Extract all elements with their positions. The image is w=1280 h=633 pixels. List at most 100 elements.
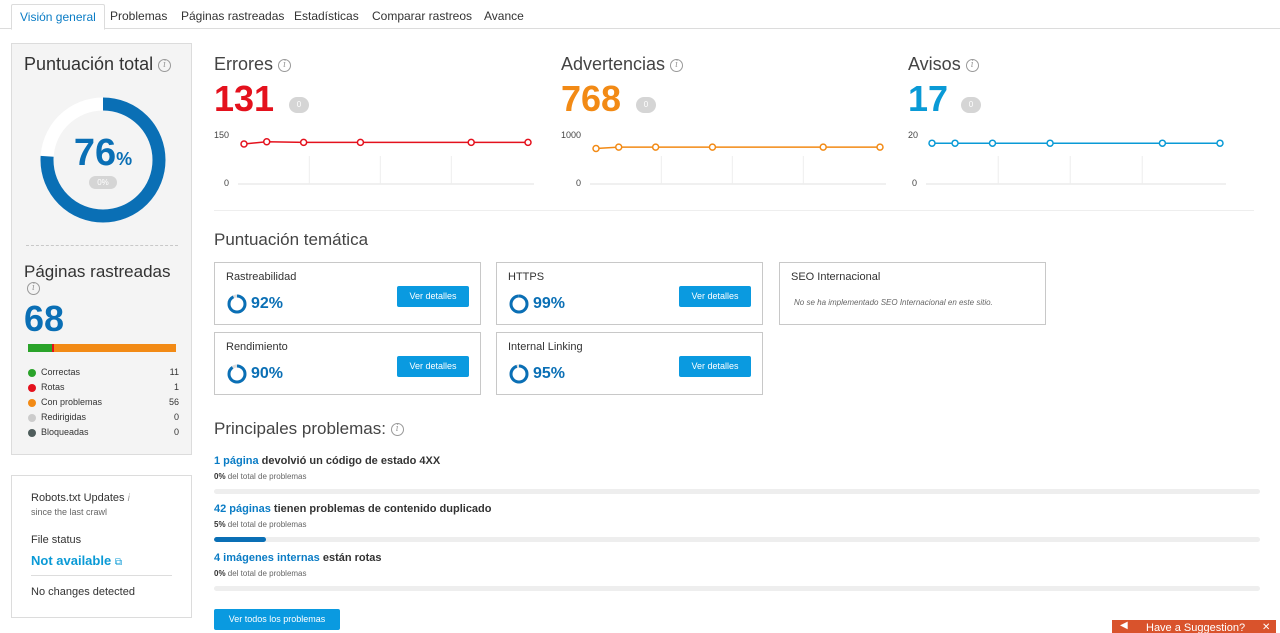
suggestion-tab[interactable]: ◀ Have a Suggestion? ✕ — [1112, 620, 1276, 633]
tab-overview[interactable]: Visión general — [11, 4, 105, 30]
score-ring-arc — [227, 294, 247, 314]
info-icon[interactable]: i — [158, 58, 172, 72]
issue-link[interactable]: 4 imágenes internas — [214, 552, 320, 564]
issue-link[interactable]: 1 página — [214, 455, 259, 467]
data-point[interactable] — [708, 143, 717, 151]
card-crawlability: Rastreabilidad 92% Ver detalles — [214, 262, 481, 325]
crawled-pages-bar — [28, 344, 176, 352]
suggestion-label[interactable]: Have a Suggestion? — [1146, 622, 1246, 633]
data-point[interactable] — [1046, 139, 1054, 147]
data-point[interactable] — [592, 144, 600, 153]
data-point[interactable] — [1216, 139, 1224, 147]
crawled-pages-count: 68 — [24, 298, 65, 339]
metric-value[interactable]: 131 — [214, 78, 275, 119]
total-score-title: Puntuación total i — [24, 54, 172, 75]
data-point[interactable] — [1158, 139, 1167, 147]
issue-share: 5% del total de problemas — [214, 520, 307, 529]
issue-row: 4 imágenes internas están rotas — [214, 552, 382, 564]
info-icon[interactable]: i — [278, 58, 292, 72]
status-dot — [28, 399, 36, 407]
view-details-button[interactable]: Ver detalles — [679, 286, 751, 307]
legend-correct: Correctas 11 — [27, 366, 179, 380]
warnings-trend-chart — [590, 143, 886, 185]
data-point[interactable] — [262, 138, 271, 146]
issue-link[interactable]: 42 páginas — [214, 503, 271, 515]
view-details-button[interactable]: Ver detalles — [679, 356, 751, 377]
external-link-icon[interactable]: ⧉ — [114, 557, 122, 568]
data-point[interactable] — [356, 138, 365, 147]
metric-delta-badge: 0 — [636, 97, 656, 113]
info-icon[interactable]: i — [27, 282, 40, 295]
score-ring-arc — [509, 364, 529, 384]
total-score-value: 76% — [73, 132, 133, 174]
issue-progress-fill — [214, 537, 267, 542]
card-score: 95% — [509, 364, 565, 384]
info-icon[interactable]: i — [390, 423, 404, 437]
card-title: Rastreabilidad — [226, 271, 297, 283]
close-icon[interactable]: ✕ — [1262, 622, 1271, 633]
card-note: No se ha implementado SEO Internacional … — [794, 298, 993, 307]
score-ring-icon — [509, 294, 529, 314]
data-point[interactable] — [614, 143, 623, 151]
top-issues-title: Principales problemas: i — [214, 419, 404, 439]
robots-changes: No changes detected — [31, 586, 135, 598]
issue-row: 42 páginas tienen problemas de contenido… — [214, 503, 492, 515]
crawl-bar-segment — [51, 344, 55, 352]
total-score-arc — [40, 97, 166, 223]
tab-statistics[interactable]: Estadísticas — [294, 9, 359, 23]
errors-trend-chart — [238, 138, 534, 185]
metric-value[interactable]: 17 — [908, 78, 949, 119]
tab-progress[interactable]: Avance — [484, 9, 524, 23]
issue-row: 1 página devolvió un código de estado 4X… — [214, 455, 441, 467]
tab-issues[interactable]: Problemas — [110, 9, 168, 23]
card-score: 99% — [509, 294, 565, 314]
data-point[interactable] — [299, 138, 308, 147]
score-ring-icon — [509, 364, 529, 384]
card-internal-linking: Internal Linking 95% Ver detalles — [496, 332, 763, 395]
data-point[interactable] — [467, 138, 475, 147]
metric-title: Avisos i — [908, 54, 979, 75]
tab-crawled-pages[interactable]: Páginas rastreadas — [181, 9, 285, 23]
status-dot — [28, 384, 36, 392]
data-point[interactable] — [988, 139, 997, 147]
data-point[interactable] — [524, 138, 532, 147]
tab-compare-crawls[interactable]: Comparar rastreos — [372, 9, 473, 23]
issue-progress-bar — [214, 489, 1260, 494]
thematic-title: Puntuación temática — [214, 230, 369, 249]
y-axis-min: 0 — [576, 178, 582, 188]
info-icon[interactable]: i — [670, 58, 684, 72]
file-status-label: File status — [31, 534, 82, 546]
card-https: HTTPS 99% Ver detalles — [496, 262, 763, 325]
score-ring-icon — [227, 364, 247, 384]
view-details-button[interactable]: Ver detalles — [397, 356, 469, 377]
legend-broken: Rotas 1 — [27, 381, 179, 395]
data-point[interactable] — [951, 139, 959, 147]
issue-progress-bar — [214, 537, 1260, 542]
status-dot — [28, 369, 36, 377]
crawled-pages-title: Páginas rastreadas — [24, 262, 171, 281]
metric-title: Errores i — [214, 54, 292, 75]
view-all-issues-button[interactable]: Ver todos los problemas — [214, 609, 340, 630]
view-details-button[interactable]: Ver detalles — [397, 286, 469, 307]
issue-progress-bar — [214, 586, 1260, 591]
info-icon[interactable]: i — [127, 493, 130, 504]
legend-with-issues: Con problemas 56 — [27, 396, 179, 410]
card-performance: Rendimiento 90% Ver detalles — [214, 332, 481, 395]
card-title: HTTPS — [508, 271, 545, 283]
data-point[interactable] — [651, 143, 660, 151]
series-line — [243, 141, 528, 145]
data-point[interactable] — [928, 139, 936, 147]
legend-redirected: Redirigidas 0 — [27, 411, 179, 425]
total-score-donut — [40, 97, 166, 223]
crawl-bar-segment — [54, 344, 176, 352]
divider — [26, 245, 178, 246]
data-point[interactable] — [819, 143, 827, 151]
card-title: SEO Internacional — [791, 271, 881, 283]
score-ring-icon — [227, 294, 247, 314]
series-line — [595, 146, 880, 150]
info-icon[interactable]: i — [965, 58, 979, 72]
file-status-value[interactable]: Not available ⧉ — [31, 553, 122, 568]
data-point[interactable] — [876, 143, 884, 151]
metric-value[interactable]: 768 — [561, 78, 622, 119]
data-point[interactable] — [240, 140, 248, 148]
